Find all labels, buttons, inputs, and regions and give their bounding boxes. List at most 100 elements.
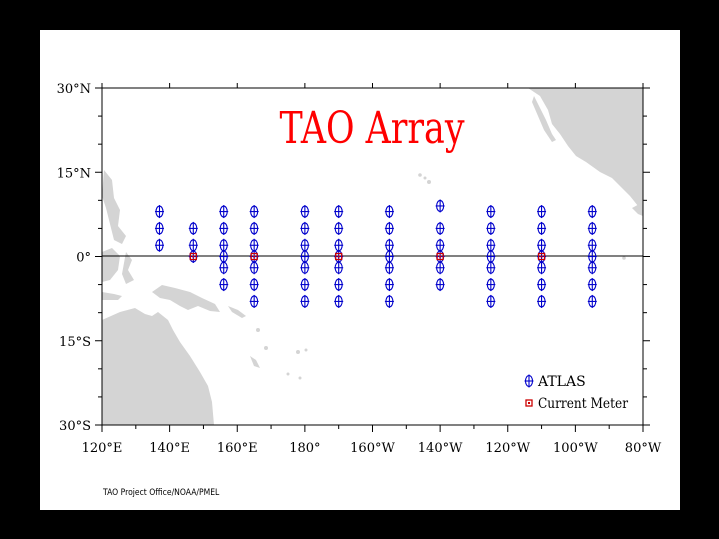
land-islet [256,328,260,332]
land-sulawesi [122,252,134,284]
station-markers [154,199,597,308]
land-borneo [102,248,120,282]
atlas-mooring-marker [154,205,164,219]
x-tick-label: 140°E [149,441,190,456]
atlas-mooring-marker [384,221,394,235]
atlas-mooring-marker [249,294,259,308]
legend-atlas-label: ATLAS [537,374,586,390]
map-title: TAO Array [280,103,465,154]
atlas-mooring-marker [249,221,259,235]
land-islet [264,346,268,350]
atlas-mooring-marker [219,205,229,219]
atlas-mooring-marker [435,278,445,292]
atlas-mooring-marker [219,221,229,235]
land-masses [102,88,643,425]
atlas-mooring-marker [300,238,310,252]
atlas-mooring-marker [537,205,547,219]
atlas-mooring-marker [384,294,394,308]
atlas-mooring-marker [384,238,394,252]
current-meter-marker [525,399,533,407]
atlas-mooring-marker [188,238,198,252]
atlas-mooring-marker [300,278,310,292]
y-tick-label: 15°N [57,166,91,181]
atlas-mooring-marker [435,199,445,213]
atlas-mooring-marker [334,261,344,275]
land-caribbean [620,150,643,160]
atlas-mooring-marker [486,221,496,235]
y-tick-label: 15°S [59,335,91,350]
atlas-mooring-marker [524,374,534,388]
x-tick-label: 180° [289,441,320,456]
x-tick-label: 120°W [485,441,530,456]
land-solomons [228,306,246,318]
atlas-mooring-marker [587,294,597,308]
land-islet [286,372,290,376]
land-hawaii [423,176,427,180]
atlas-mooring-marker [219,238,229,252]
atlas-mooring-marker [587,278,597,292]
atlas-mooring-marker [384,250,394,263]
atlas-mooring-marker [384,261,394,275]
land-americas [528,88,643,212]
current-meter-marker [189,252,197,261]
atlas-mooring-marker [249,205,259,219]
atlas-mooring-marker [435,238,445,252]
land-java [102,292,122,300]
atlas-mooring-marker [249,278,259,292]
atlas-mooring-marker [249,261,259,275]
land-new-guinea [152,285,220,312]
atlas-mooring-marker [300,250,310,263]
legend-current-meter-marker [525,399,533,407]
current-meter-marker [250,252,258,261]
atlas-mooring-marker [486,205,496,219]
atlas-mooring-marker [219,261,229,275]
atlas-mooring-marker [587,205,597,219]
land-islet [296,350,300,354]
atlas-mooring-marker [486,238,496,252]
atlas-mooring-marker [587,261,597,275]
atlas-mooring-marker [154,238,164,252]
atlas-mooring-marker [188,221,198,235]
x-tick-label: 140°W [418,441,463,456]
land-new-caledonia [250,356,260,368]
atlas-mooring-marker [486,278,496,292]
atlas-mooring-marker [249,238,259,252]
land-hawaii [418,173,422,177]
y-tick-label: 0° [76,251,91,266]
atlas-mooring-marker [334,278,344,292]
current-meter-marker [335,252,343,261]
slide-panel: TAO Array 120°E 140°E 160°E 180° 160°W 140°W 1… [40,30,680,510]
atlas-mooring-marker [154,221,164,235]
atlas-mooring-marker [334,294,344,308]
land-galapagos [622,256,626,260]
atlas-mooring-marker [435,261,445,275]
atlas-mooring-marker [587,250,597,263]
land-hawaii [427,180,431,184]
axes: 120°E 140°E 160°E 180° 160°W 140°W 120°W 100°W 8… [57,82,662,456]
land-islet [304,348,308,352]
credit-text: TAO Project Office/NOAA/PMEL [103,488,220,498]
tao-array-map: TAO Array 120°E 140°E 160°E 180° 160°W 140°W 1… [57,82,662,456]
y-tick-label: 30°S [59,419,91,434]
atlas-mooring-marker [537,278,547,292]
atlas-mooring-marker [300,221,310,235]
legend-current-meter-label: Current Meter [538,396,628,412]
atlas-mooring-marker [537,294,547,308]
land-australia [102,308,214,425]
land-philippines [102,170,126,244]
atlas-mooring-marker [435,221,445,235]
x-tick-label: 160°W [350,441,395,456]
x-tick-label: 120°E [82,441,123,456]
x-tick-label: 100°W [553,441,598,456]
y-tick-label: 30°N [57,82,91,97]
land-baja [532,96,556,142]
atlas-mooring-marker [300,294,310,308]
atlas-mooring-marker [486,261,496,275]
x-tick-label: 160°E [217,441,258,456]
x-tick-label: 80°W [625,441,662,456]
atlas-mooring-marker [486,294,496,308]
atlas-mooring-marker [537,238,547,252]
land-islet [298,376,302,380]
land-south-america [632,202,643,216]
atlas-mooring-marker [334,238,344,252]
